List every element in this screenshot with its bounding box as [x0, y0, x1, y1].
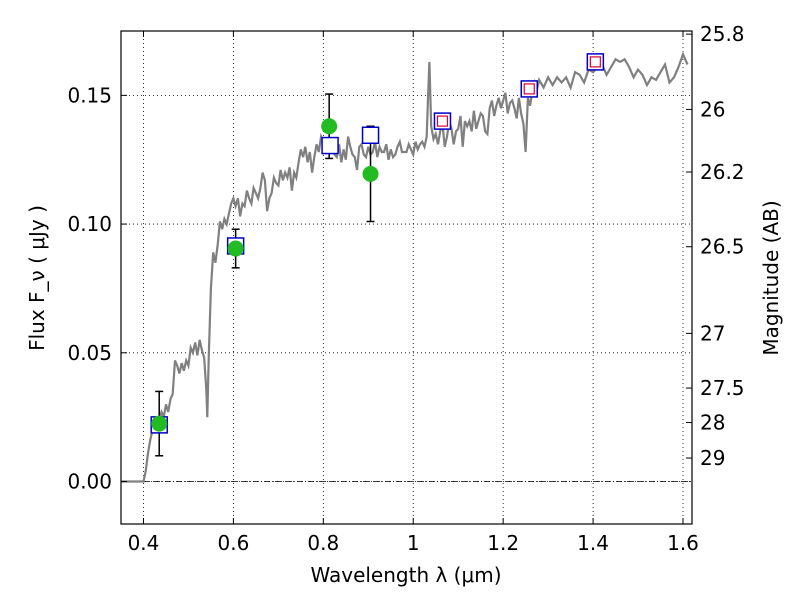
x-tick-label: 0.4: [128, 531, 160, 555]
right-tick-label: 25.8: [700, 22, 745, 46]
x-tick-label: 1: [407, 531, 420, 555]
right-tick-label: 27.5: [700, 376, 745, 400]
x-tick-label: 0.8: [307, 531, 339, 555]
right-tick-label: 26: [700, 97, 725, 121]
right-axis-label: Magnitude (AB): [759, 200, 783, 355]
observed-point: [227, 240, 244, 257]
y-axis-label-text: Flux F_ν ( μJy ): [25, 205, 49, 351]
right-tick-label: 27: [700, 321, 725, 345]
model-box-inner: [436, 115, 449, 127]
model-box: [321, 136, 339, 155]
data-marks: [150, 53, 605, 457]
x-tick-label: 1.2: [487, 531, 519, 555]
observed-point: [321, 118, 338, 135]
x-tick-label: 1.4: [577, 531, 609, 555]
right-tick-label: 26.2: [700, 160, 745, 184]
y-tick-label: 0.15: [67, 83, 112, 107]
y-tick-label: 0.00: [67, 470, 112, 494]
model-box-inner: [523, 83, 535, 95]
y-tick-label: 0.05: [67, 341, 112, 365]
y-tick-label: 0.10: [67, 212, 112, 236]
right-tick-label: 26.5: [700, 235, 745, 259]
right-tick-label: 28: [700, 411, 725, 435]
observed-point: [151, 415, 168, 432]
spectrum-line: [121, 51, 689, 483]
gridlines: [121, 31, 692, 524]
axis-ticks: 0.4 0.6 0.8 1 1.2 1.4 1.6 0.00 0.05 0.10 0.15 25.8 2…: [67, 22, 744, 555]
y-axis-label: Flux F_ν ( μJy ): [25, 205, 49, 351]
plot-frame: [120, 30, 693, 525]
model-box-inner: [589, 56, 601, 68]
right-tick-label: 29: [700, 446, 725, 470]
x-tick-label: 1.6: [667, 531, 699, 555]
observed-point: [362, 165, 379, 182]
x-axis-label: Wavelength λ (μm): [310, 563, 501, 587]
x-tick-label: 0.6: [217, 531, 249, 555]
model-box: [361, 126, 380, 145]
